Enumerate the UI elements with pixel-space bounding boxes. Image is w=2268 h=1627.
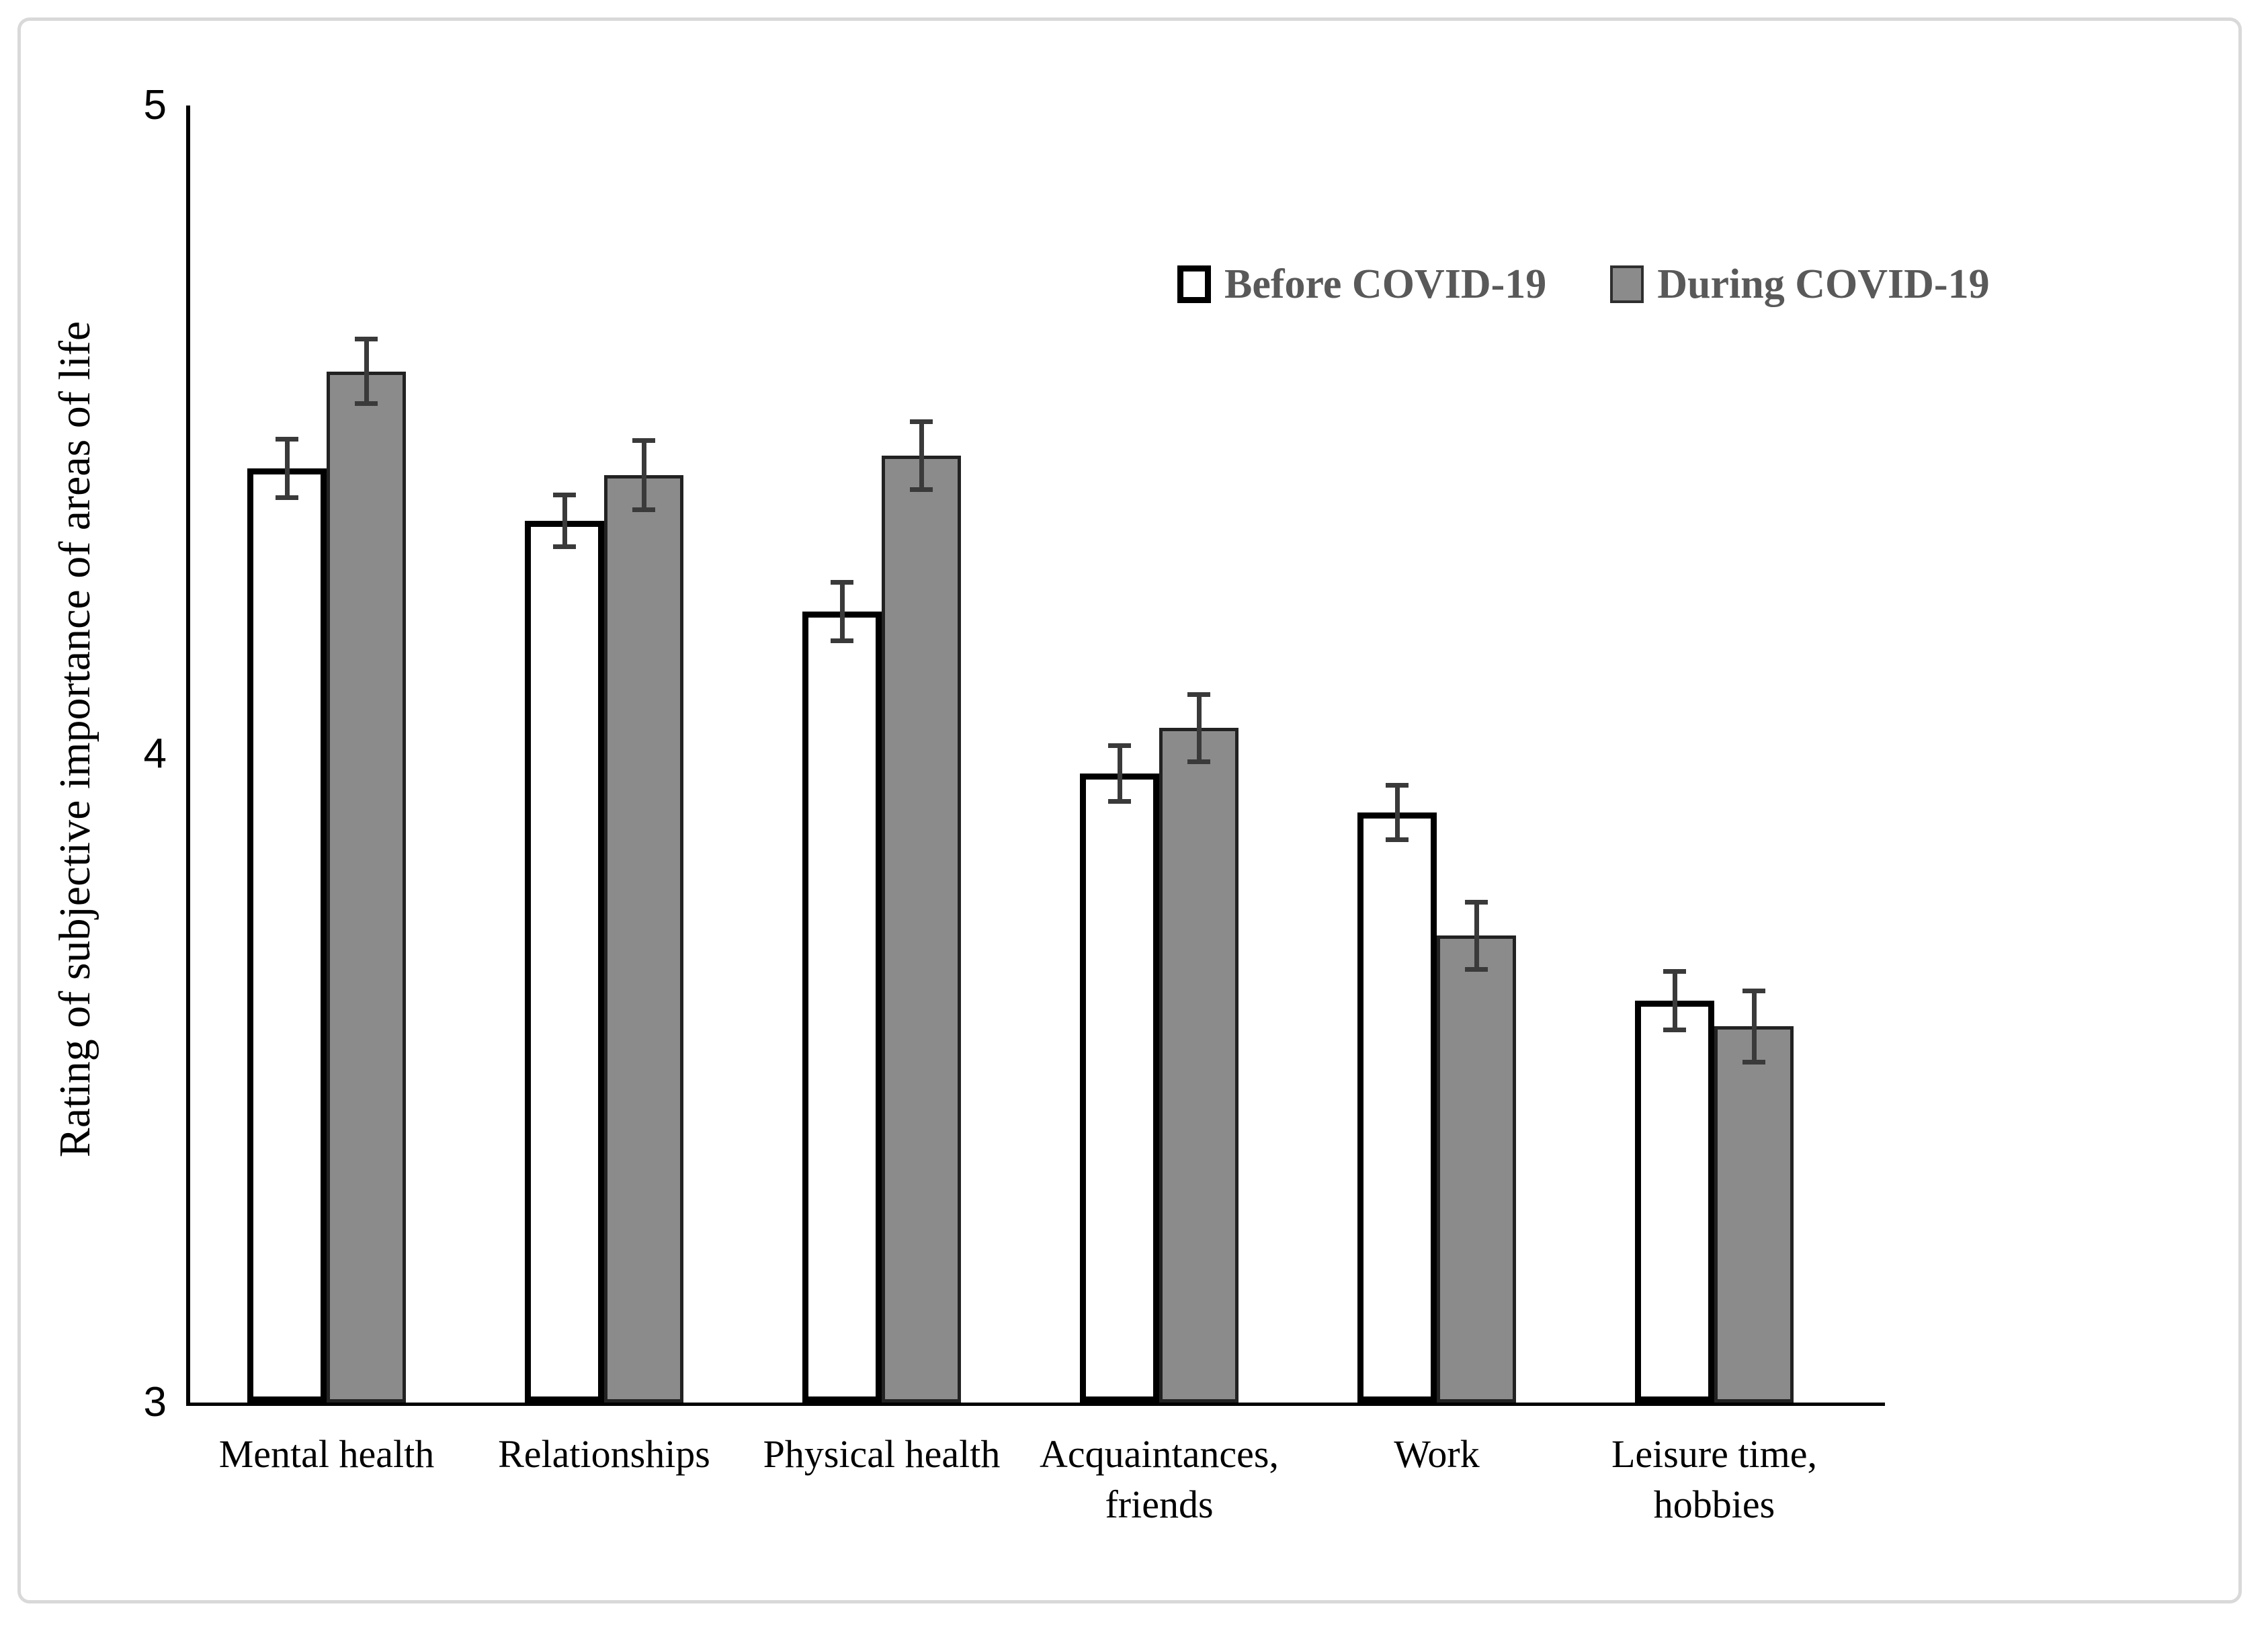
error-bar-cap-top [276, 437, 298, 442]
x-axis-line [186, 1403, 1885, 1406]
error-bar-line [919, 421, 924, 490]
error-bar-line [364, 339, 369, 404]
error-bar-line [1672, 971, 1677, 1030]
error-bar-cap-top [910, 419, 933, 425]
error-bar-cap-bottom [632, 507, 655, 512]
x-axis-label-line: Physical health [763, 1432, 1001, 1476]
x-axis-label-physical-health: Physical health [707, 1429, 1056, 1479]
figure-border [17, 17, 2242, 1603]
bar-during-covid-19-work [1437, 935, 1516, 1403]
error-bar-cap-bottom [1187, 759, 1210, 765]
error-bar-cap-bottom [1465, 966, 1488, 972]
error-bar-cap-bottom [355, 401, 378, 407]
error-bar-line [839, 582, 845, 641]
bar-during-covid-19-physical-health [882, 456, 961, 1403]
error-bar-cap-bottom [1108, 798, 1131, 804]
bar-before-covid-19-relationships [525, 520, 604, 1403]
x-axis-label-line: Work [1394, 1432, 1480, 1476]
bar-before-covid-19-physical-health [802, 611, 882, 1403]
error-bar-cap-bottom [276, 495, 298, 501]
error-bar-cap-bottom [1742, 1059, 1765, 1065]
error-bar-cap-top [1187, 692, 1210, 697]
error-bar-cap-bottom [1663, 1027, 1686, 1032]
error-bar-cap-top [831, 579, 853, 585]
bar-during-covid-19-relationships [604, 475, 683, 1403]
error-bar-line [284, 439, 290, 498]
error-bar-cap-top [1742, 988, 1765, 993]
legend-swatch-before-icon [1177, 265, 1211, 303]
error-bar-cap-top [1663, 968, 1686, 974]
x-axis-label-acquaintances-friends: Acquaintances, friends [984, 1429, 1334, 1530]
x-axis-label-line: Relationships [498, 1432, 710, 1476]
error-bar-cap-top [632, 438, 655, 444]
x-axis-label-line: friends [1105, 1483, 1214, 1527]
error-bar-line [1474, 902, 1479, 970]
y-tick-label-3: 3 [143, 1379, 167, 1425]
legend-swatch-during-icon [1610, 265, 1644, 303]
error-bar-line [1751, 991, 1757, 1062]
error-bar-line [1117, 745, 1122, 802]
error-bar-line [641, 440, 646, 510]
error-bar-cap-bottom [831, 638, 853, 643]
x-axis-label-line: Acquaintances, [1040, 1432, 1279, 1476]
legend-item-before: Before COVID-19 [1177, 263, 1546, 305]
error-bar-cap-top [553, 492, 576, 497]
error-bar-cap-bottom [910, 487, 933, 492]
bar-during-covid-19-acquaintances-friends [1159, 728, 1238, 1403]
x-axis-label-line: Mental health [218, 1432, 435, 1476]
error-bar-cap-top [1465, 899, 1488, 905]
bar-during-covid-19-leisure-time-hobbies [1714, 1026, 1794, 1403]
bar-before-covid-19-acquaintances-friends [1080, 773, 1159, 1403]
y-tick-label-4: 4 [143, 731, 167, 777]
y-tick-label-5: 5 [143, 82, 167, 128]
error-bar-cap-bottom [1386, 837, 1409, 842]
x-axis-label-line: Leisure time, [1611, 1432, 1817, 1476]
bar-before-covid-19-work [1357, 812, 1437, 1403]
legend: Before COVID-19 During COVID-19 [1177, 263, 1990, 305]
error-bar-line [1196, 694, 1202, 762]
y-axis-line [186, 106, 190, 1403]
error-bar-cap-top [355, 336, 378, 341]
legend-label-during: During COVID-19 [1657, 261, 1990, 307]
x-axis-label-line: hobbies [1653, 1483, 1775, 1527]
legend-item-during: During COVID-19 [1610, 261, 1990, 307]
x-axis-label-work: Work [1262, 1429, 1611, 1479]
bar-before-covid-19-leisure-time-hobbies [1635, 1000, 1714, 1403]
bar-before-covid-19-mental-health [247, 468, 327, 1403]
x-axis-label-mental-health: Mental health [152, 1429, 501, 1479]
legend-label-before: Before COVID-19 [1224, 261, 1547, 307]
error-bar-line [562, 495, 567, 547]
error-bar-cap-top [1386, 782, 1409, 788]
error-bar-line [1394, 785, 1400, 840]
error-bar-cap-top [1108, 743, 1131, 748]
error-bar-cap-bottom [553, 544, 576, 549]
x-axis-label-relationships: Relationships [429, 1429, 779, 1479]
bar-during-covid-19-mental-health [327, 371, 406, 1403]
x-axis-label-leisure-time-hobbies: Leisure time, hobbies [1540, 1429, 1889, 1530]
